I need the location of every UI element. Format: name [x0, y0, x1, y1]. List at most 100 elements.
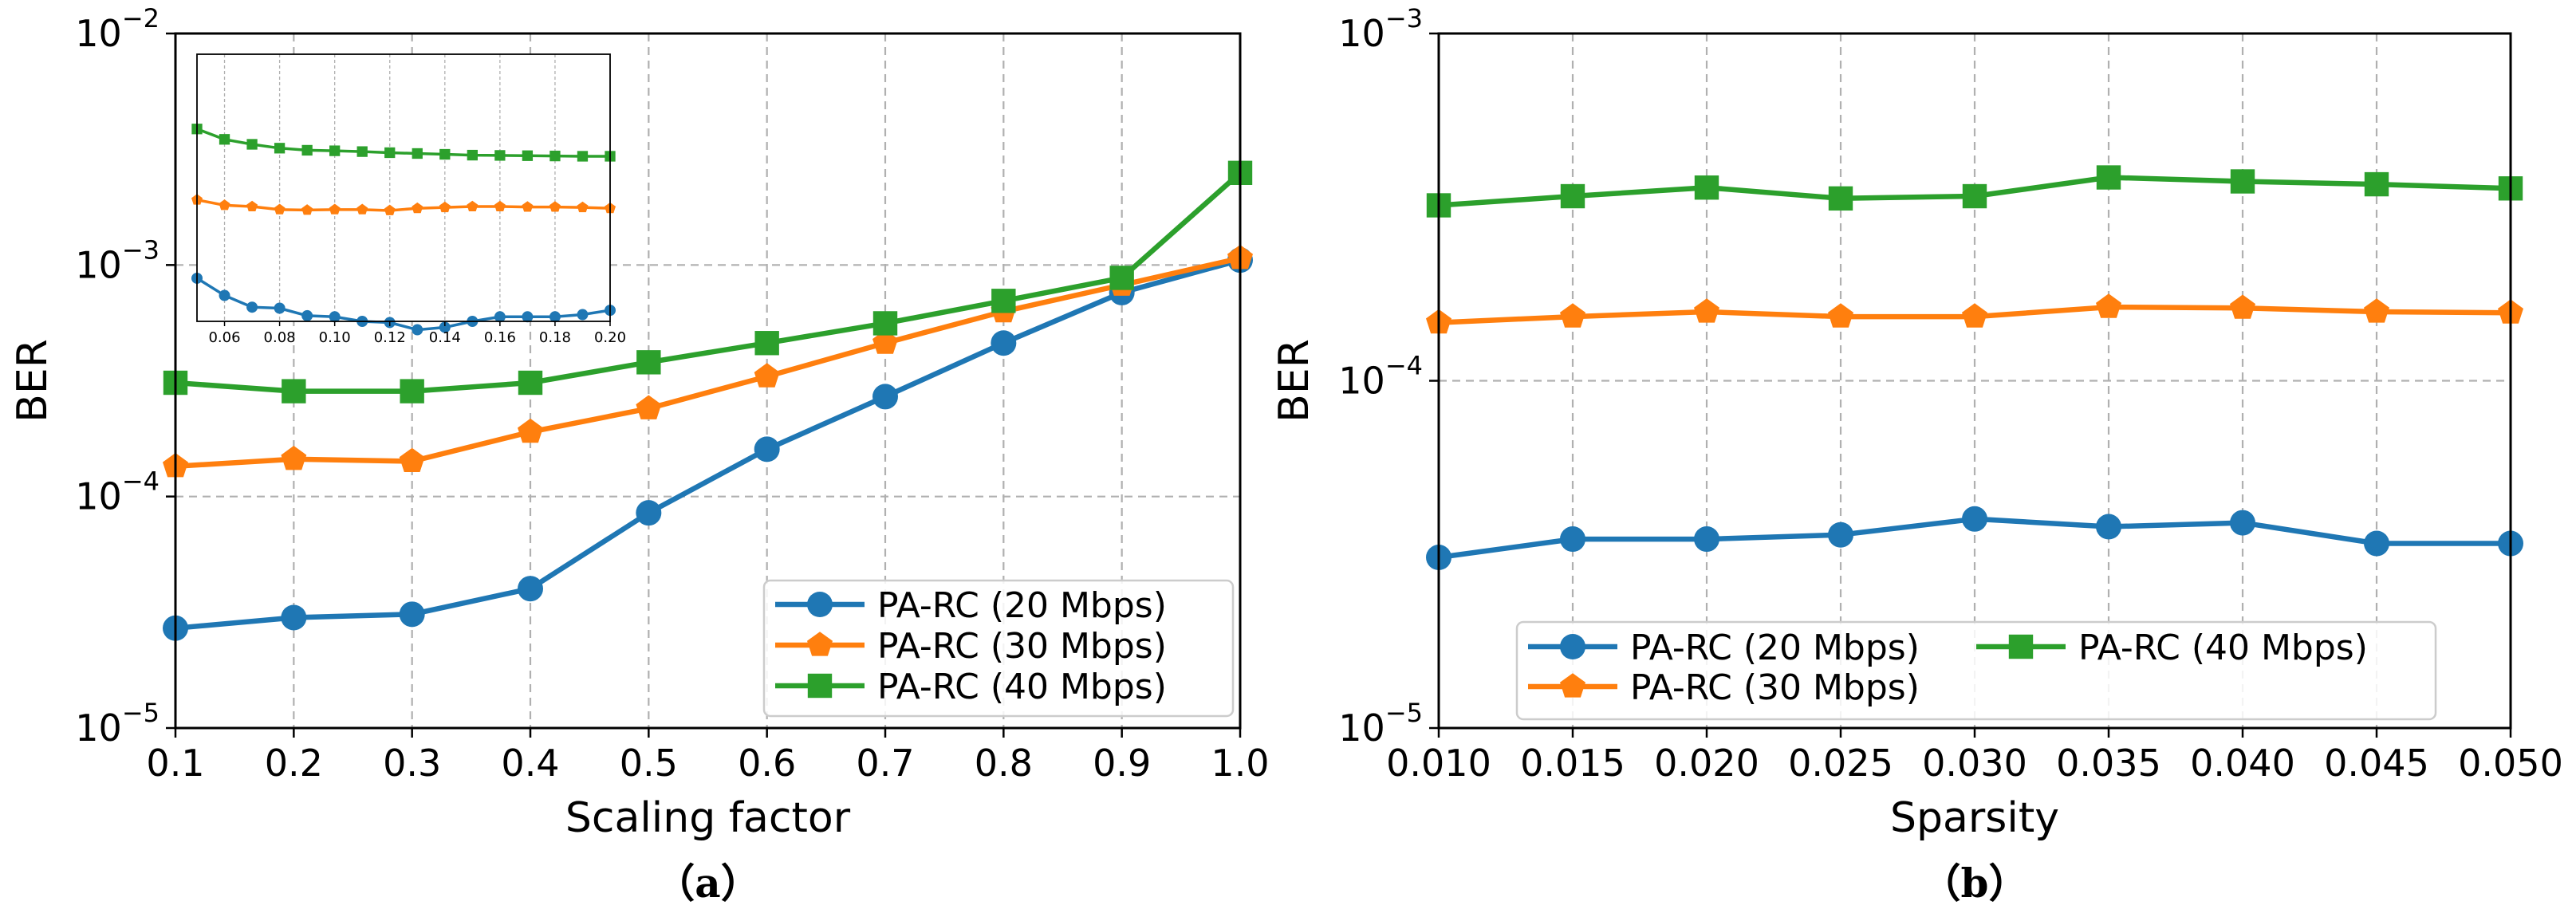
data-point [281, 446, 307, 470]
y-tick-base: 10 [75, 706, 122, 750]
inset-series [191, 124, 616, 162]
legend: PA-RC (20 Mbps)PA-RC (30 Mbps)PA-RC (40 … [1515, 620, 2437, 721]
inset-data-point [384, 147, 396, 159]
inset-frame [196, 53, 611, 322]
series-pa-rc-30-mbps- [1426, 293, 2523, 334]
data-point [2230, 169, 2255, 194]
inset-data-point [467, 200, 479, 211]
legend-label: PA-RC (40 Mbps) [877, 667, 1167, 707]
inset-data-point [467, 149, 478, 161]
inset-data-point [494, 200, 506, 211]
y-tick-exponent: −3 [122, 234, 160, 265]
x-tick-label: 0.3 [383, 742, 441, 785]
data-point [1560, 303, 1585, 328]
data-point [1560, 526, 1585, 553]
inset-series [191, 194, 616, 215]
legend-frame [762, 579, 1235, 718]
data-point [2230, 510, 2255, 536]
y-tick-label: 10−3 [1338, 3, 1423, 55]
data-point [399, 601, 425, 628]
inset-x-tick-label: 0.08 [264, 329, 296, 346]
inset-data-point [549, 150, 561, 162]
y-tick-label: 10−3 [75, 234, 160, 286]
data-point [872, 311, 898, 336]
legend-marker [1560, 634, 1585, 659]
chart-panel-a: 0.1 0.2 0.3 0.4 0.5 0.6 0.7 0.8 0.9 1.010−510−410… [9, 3, 1270, 907]
inset-data-point [494, 150, 506, 161]
inset-data-point [439, 148, 451, 160]
legend: PA-RC (20 Mbps)PA-RC (30 Mbps)PA-RC (40 … [762, 579, 1235, 718]
inset-x-tick-label: 0.18 [539, 329, 571, 346]
y-tick-label: 10−4 [1338, 351, 1423, 403]
inset-data-point [577, 201, 589, 213]
x-tick-label: 0.2 [265, 742, 323, 785]
inset-data-point [246, 200, 258, 211]
inset-x-tick-label: 0.12 [374, 329, 406, 346]
inset-series-line [196, 198, 611, 212]
legend-item: PA-RC (40 Mbps) [775, 667, 1167, 707]
y-tick-exponent: −2 [122, 3, 160, 33]
inset-data-point [439, 201, 451, 213]
inset-data-point [219, 199, 230, 211]
inset-data-point [274, 302, 286, 314]
data-point [872, 384, 898, 410]
legend-marker [1560, 673, 1585, 698]
inset-data-point [439, 321, 451, 333]
data-point [518, 370, 543, 396]
inset-data-point [219, 289, 230, 301]
series-line [175, 258, 1241, 632]
data-point [1109, 266, 1134, 290]
data-point [1962, 303, 1987, 328]
inset-series-line [196, 277, 611, 332]
y-tick-base: 10 [1338, 12, 1385, 55]
panel-caption: （b） [1921, 860, 2029, 907]
data-point [518, 576, 543, 602]
data-point [2230, 294, 2255, 319]
x-tick-label: 0.4 [501, 742, 559, 785]
inset-data-point [549, 201, 561, 212]
y-tick-base: 10 [75, 12, 122, 55]
data-point [1694, 175, 1719, 200]
x-axis-label: Scaling factor [565, 794, 851, 842]
inset-data-point [412, 324, 423, 336]
y-tick-label: 10−5 [1338, 698, 1423, 750]
data-point [1828, 522, 1853, 548]
panel-caption: （a） [655, 860, 760, 907]
inset-data-point [329, 311, 341, 323]
x-tick-label: 0.045 [2324, 742, 2429, 785]
x-tick-label: 0.040 [2190, 742, 2295, 785]
legend-marker [807, 673, 833, 699]
y-tick-label: 10−5 [75, 698, 160, 750]
data-point [400, 379, 424, 403]
x-tick-label: 0.050 [2458, 742, 2563, 785]
x-tick-label: 0.035 [2056, 742, 2161, 785]
legend-item: PA-RC (20 Mbps) [775, 585, 1167, 626]
inset-data-point [274, 203, 286, 215]
inset-data-point [219, 134, 230, 145]
y-tick-base: 10 [75, 475, 122, 518]
inset-data-point [329, 203, 341, 215]
inset-data-point [522, 201, 534, 212]
series-pa-rc-20-mbps- [1426, 506, 2523, 571]
inset-background [197, 54, 610, 321]
y-tick-exponent: −5 [1385, 698, 1423, 728]
inset-data-point [522, 311, 534, 323]
legend-marker [807, 592, 833, 617]
x-tick-label: 0.1 [146, 742, 204, 785]
inset-data-point [577, 309, 589, 321]
legend-item: PA-RC (30 Mbps) [1528, 667, 1920, 708]
legend-item: PA-RC (20 Mbps) [1528, 628, 1920, 668]
data-point [636, 350, 661, 375]
series-pa-rc-40-mbps- [163, 160, 1253, 403]
inset-data-point [494, 311, 506, 323]
series-line [175, 255, 1241, 470]
data-point [754, 436, 780, 462]
x-tick-label: 0.020 [1654, 742, 1759, 785]
legend-label: PA-RC (20 Mbps) [877, 585, 1167, 626]
x-tick-label: 0.5 [620, 742, 678, 785]
data-point [991, 289, 1016, 313]
inset-data-point [522, 150, 534, 161]
legend-label: PA-RC (20 Mbps) [1630, 628, 1920, 668]
y-tick-label: 10−4 [75, 466, 160, 518]
x-tick-label: 0.6 [738, 742, 796, 785]
